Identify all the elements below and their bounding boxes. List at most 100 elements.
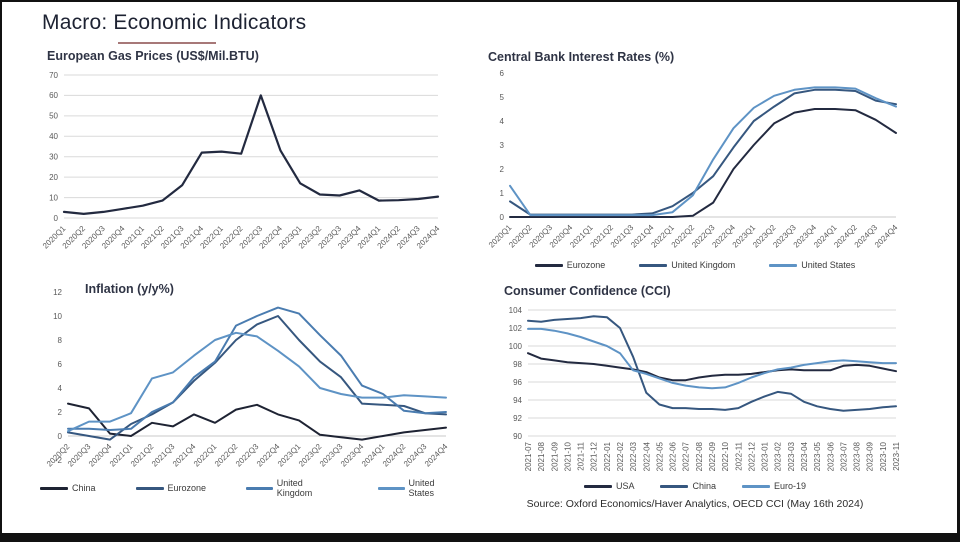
legend-line-swatch-eurozone — [534, 263, 563, 267]
legend-label-china: China — [72, 483, 96, 493]
legend-label-euro-19: Euro-19 — [774, 481, 807, 491]
legend-item-united-kingdom: United Kingdom — [639, 260, 735, 270]
legend-line-swatch-united-states — [769, 263, 798, 267]
consumer-confidence-chart-title: Consumer Confidence (CCI) — [504, 284, 671, 298]
svg-text:60: 60 — [49, 91, 58, 100]
svg-text:2023-02: 2023-02 — [774, 441, 783, 471]
inflation-legend: China Eurozone United Kingdom United States — [40, 478, 460, 498]
inflation-chart: -20246810122020Q22020Q32020Q42021Q12021Q… — [45, 288, 450, 469]
svg-text:2022-11: 2022-11 — [734, 441, 743, 470]
legend-item-united-kingdom: United Kingdom — [246, 478, 338, 498]
svg-text:1: 1 — [500, 189, 505, 198]
svg-text:102: 102 — [509, 324, 523, 333]
legend-line-swatch-united-states — [377, 486, 405, 490]
legend-label-china: China — [692, 481, 716, 491]
consumer-confidence-legend: USA China Euro-19 — [480, 481, 910, 491]
svg-text:6: 6 — [500, 69, 505, 78]
legend-item-eurozone: Eurozone — [135, 478, 206, 498]
svg-text:2022-10: 2022-10 — [721, 441, 730, 471]
svg-text:50: 50 — [49, 112, 58, 121]
svg-text:2022-03: 2022-03 — [629, 441, 638, 471]
source-attribution: Source: Oxford Economics/Haver Analytics… — [526, 498, 864, 510]
gas-prices-chart-panel: European Gas Prices (US$/Mil.BTU) 0 10 20 3… — [38, 46, 450, 276]
svg-text:70: 70 — [49, 71, 58, 80]
svg-text:2023-03: 2023-03 — [787, 441, 796, 471]
svg-text:2023-11: 2023-11 — [892, 441, 901, 470]
svg-text:2022-12: 2022-12 — [747, 441, 756, 471]
legend-label-usa: USA — [615, 481, 635, 491]
interest-rates-legend: Eurozone United Kingdom United States — [480, 260, 910, 270]
frame-border-right — [957, 0, 960, 542]
svg-text:2: 2 — [58, 408, 63, 417]
frame-border-left — [0, 0, 2, 542]
svg-text:2: 2 — [500, 165, 505, 174]
svg-text:2021-09: 2021-09 — [550, 441, 559, 471]
svg-text:100: 100 — [509, 342, 523, 351]
title-underline — [118, 42, 216, 44]
svg-text:2023-07: 2023-07 — [839, 441, 848, 471]
svg-text:94: 94 — [513, 396, 522, 405]
frame-border-top — [0, 0, 960, 2]
svg-text:2021-10: 2021-10 — [563, 441, 572, 471]
svg-text:4: 4 — [58, 384, 63, 393]
svg-text:2021-12: 2021-12 — [590, 441, 599, 471]
legend-item-united-states: United States — [377, 478, 460, 498]
svg-text:98: 98 — [513, 360, 522, 369]
legend-label-eurozone: Eurozone — [566, 260, 606, 270]
gas-prices-chart-title: European Gas Prices (US$/Mil.BTU) — [47, 49, 259, 63]
svg-text:2022-02: 2022-02 — [616, 441, 625, 471]
svg-text:2022-04: 2022-04 — [642, 441, 651, 471]
svg-text:2022-01: 2022-01 — [603, 441, 612, 471]
svg-text:2021-07: 2021-07 — [524, 441, 533, 471]
interest-rates-chart-panel: Central Bank Interest Rates (%) 0 1 2 3 4 5 6 2… — [480, 46, 910, 281]
legend-item-usa: USA — [583, 481, 635, 491]
svg-text:5: 5 — [500, 93, 505, 102]
inflation-chart-title: Inflation (y/y%) — [85, 282, 174, 296]
legend-line-swatch-euro-19 — [742, 484, 770, 488]
legend-label-united-states: United States — [408, 478, 435, 498]
svg-text:2023-08: 2023-08 — [853, 441, 862, 471]
svg-text:2022-08: 2022-08 — [695, 441, 704, 471]
svg-text:2023-10: 2023-10 — [879, 441, 888, 471]
svg-text:2021-11: 2021-11 — [577, 441, 586, 470]
svg-text:2022-09: 2022-09 — [708, 441, 717, 471]
inflation-chart-panel: Inflation (y/y%) -2 0 2 4 6 8 10 12 2020Q2 2020Q3… — [40, 281, 460, 498]
svg-text:10: 10 — [49, 193, 58, 202]
legend-line-swatch-united-kingdom — [246, 486, 273, 490]
svg-text:4: 4 — [500, 117, 505, 126]
svg-text:96: 96 — [513, 378, 522, 387]
consumer-confidence-chart: 90 92 94 96 98 100 102 104 2021-07 2021-08 2021-09… — [509, 306, 901, 472]
frame-border-bottom — [0, 533, 960, 542]
svg-text:6: 6 — [58, 360, 63, 369]
legend-item-united-states: United States — [769, 260, 855, 270]
svg-text:104: 104 — [509, 306, 523, 315]
svg-text:0: 0 — [54, 214, 59, 223]
svg-text:3: 3 — [500, 141, 505, 150]
svg-text:0: 0 — [58, 432, 63, 441]
svg-text:2023-09: 2023-09 — [866, 441, 875, 471]
legend-item-china: China — [660, 481, 716, 491]
legend-item-eurozone: Eurozone — [534, 260, 606, 270]
svg-text:2024Q4: 2024Q4 — [873, 223, 900, 250]
svg-text:-2: -2 — [55, 456, 63, 465]
svg-text:2022-05: 2022-05 — [655, 441, 664, 471]
svg-text:2022-07: 2022-07 — [682, 441, 691, 471]
svg-text:2021-08: 2021-08 — [537, 441, 546, 471]
legend-label-united-kingdom: United Kingdom — [671, 260, 736, 270]
svg-text:2023-05: 2023-05 — [813, 441, 822, 471]
interest-rates-chart: 01234562020Q12020Q22020Q32020Q42021Q1202… — [487, 69, 900, 250]
svg-text:20: 20 — [49, 173, 58, 182]
legend-line-swatch-united-kingdom — [639, 263, 668, 267]
legend-label-united-kingdom: United Kingdom — [276, 478, 313, 498]
svg-text:2022-06: 2022-06 — [669, 441, 678, 471]
legend-line-swatch-eurozone — [135, 486, 164, 490]
legend-line-swatch-china — [40, 486, 68, 490]
gas-prices-chart: 0102030405060702020Q12020Q22020Q32020Q42… — [41, 71, 442, 251]
svg-text:40: 40 — [49, 132, 58, 141]
svg-text:0: 0 — [500, 213, 505, 222]
svg-text:2023-06: 2023-06 — [826, 441, 835, 471]
svg-text:90: 90 — [513, 432, 522, 441]
svg-text:2023-01: 2023-01 — [761, 441, 770, 471]
legend-item-china: China — [40, 478, 96, 498]
legend-line-swatch-china — [660, 484, 689, 488]
